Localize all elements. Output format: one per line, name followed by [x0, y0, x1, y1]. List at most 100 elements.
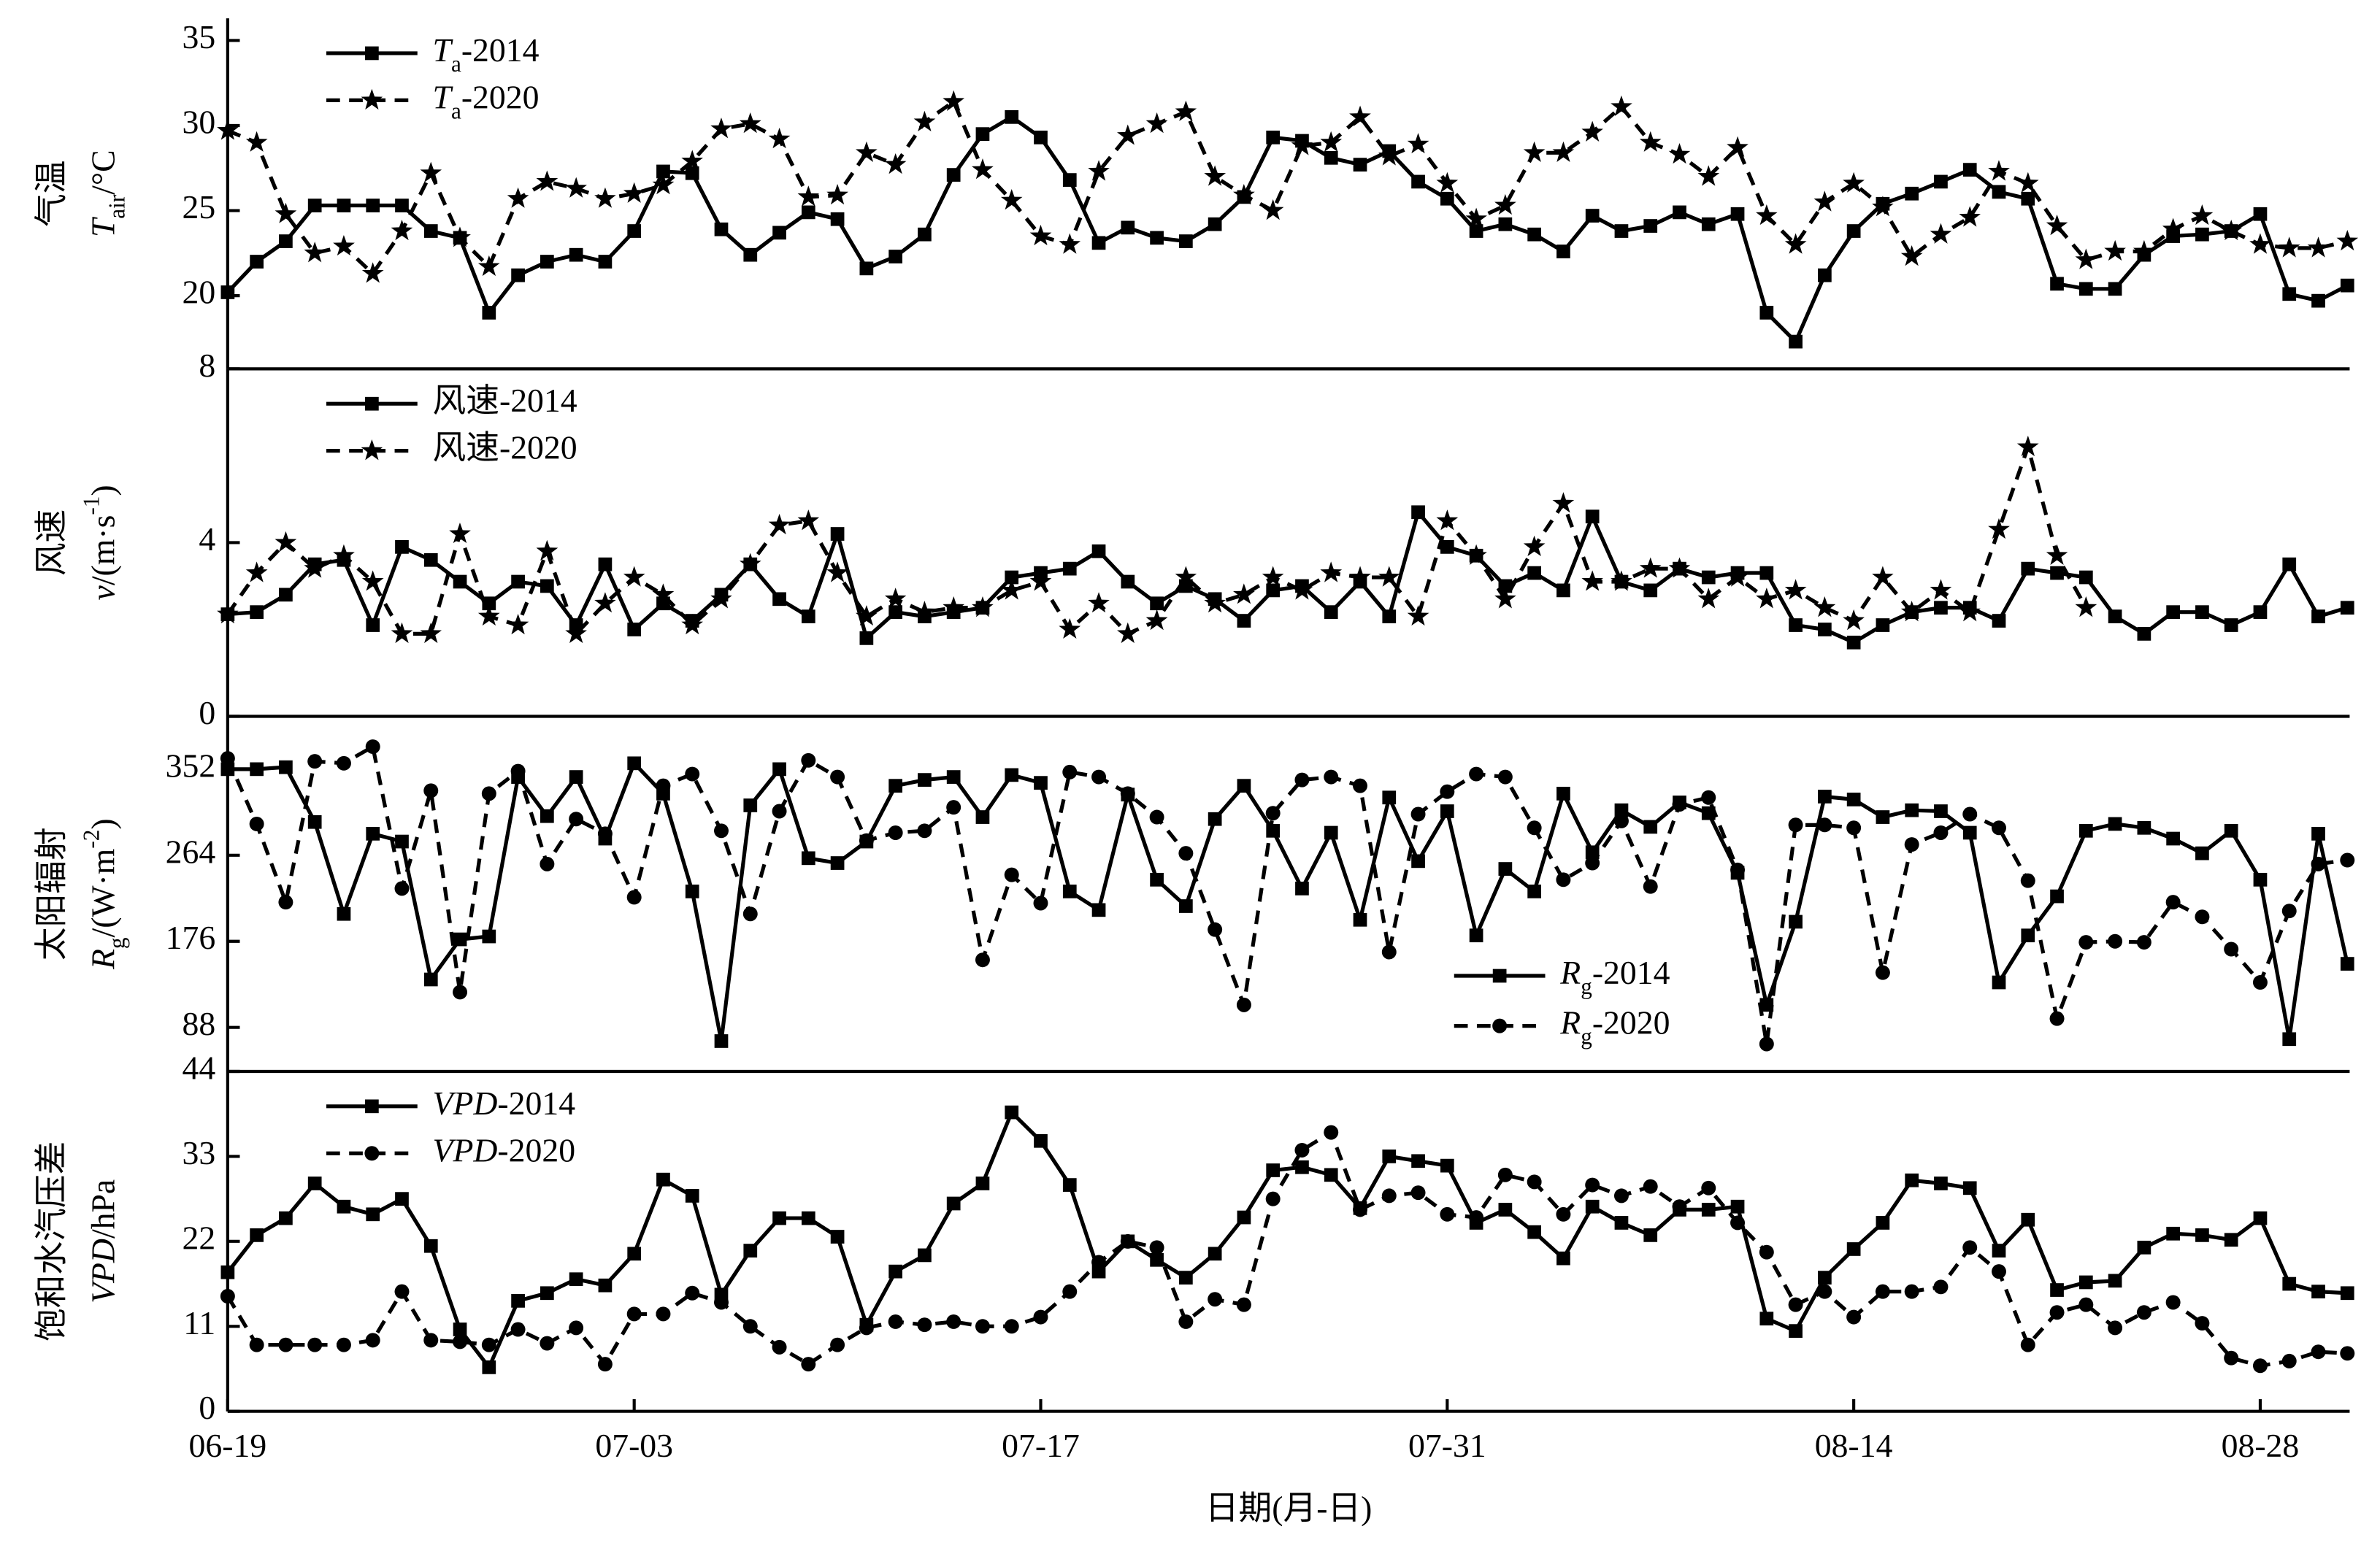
marker-square: [1295, 882, 1309, 896]
marker-square: [1818, 268, 1832, 282]
marker-circle: [1381, 1188, 1397, 1204]
marker-star: [1059, 617, 1081, 639]
marker-square: [1266, 130, 1281, 145]
marker-star: [420, 622, 442, 644]
marker-circle: [1585, 1177, 1600, 1193]
marker-circle: [1613, 813, 1629, 828]
marker-square: [2311, 293, 2325, 308]
y-tick-label: 35: [183, 18, 216, 55]
legend-marker: [361, 88, 383, 110]
y-tick-label: 352: [166, 747, 216, 784]
marker-square: [2340, 1286, 2354, 1301]
text-part: a: [451, 98, 461, 123]
marker-square: [1585, 509, 1600, 524]
marker-star: [2191, 204, 2214, 226]
marker-circle: [2020, 1337, 2035, 1352]
marker-star: [1552, 492, 1575, 513]
marker-star: [275, 531, 297, 552]
marker-star: [681, 613, 704, 635]
marker-square: [859, 261, 874, 276]
marker-star: [1000, 579, 1023, 600]
marker-square: [307, 199, 322, 212]
marker-star: [972, 158, 994, 180]
marker-star: [1930, 579, 1952, 600]
marker-star: [855, 605, 878, 626]
marker-circle: [540, 1336, 555, 1351]
text-part: R: [1559, 954, 1581, 991]
marker-square: [2253, 872, 2268, 887]
marker-star: [1900, 244, 1923, 266]
marker-square: [423, 552, 438, 567]
marker-square: [2078, 1275, 2093, 1290]
marker-star: [275, 202, 297, 223]
marker-square: [743, 1244, 758, 1258]
marker-circle: [1730, 1215, 1746, 1231]
marker-square: [1789, 1324, 1803, 1338]
marker-star: [1784, 233, 1807, 254]
marker-square: [1934, 174, 1948, 189]
marker-circle: [569, 1320, 584, 1336]
marker-circle: [569, 812, 584, 827]
marker-square: [830, 1230, 845, 1244]
marker-star: [217, 119, 239, 140]
marker-star: [1059, 233, 1081, 254]
marker-square: [395, 1192, 409, 1206]
marker-star: [1697, 165, 1720, 186]
marker-star: [1581, 120, 1603, 142]
legend-label: Rg-2020: [1559, 1004, 1670, 1049]
marker-star: [2307, 236, 2330, 258]
marker-square: [1440, 540, 1454, 554]
y-tick-label: 22: [183, 1219, 216, 1256]
marker-star: [826, 183, 848, 205]
legend-marker: [364, 1146, 380, 1161]
marker-circle: [1904, 837, 1919, 852]
marker-square: [1091, 236, 1106, 250]
marker-square: [975, 127, 990, 142]
marker-square: [2050, 889, 2064, 904]
marker-star: [2075, 596, 2097, 617]
y-axis-label: v/(m·s-1): [78, 485, 121, 600]
marker-star: [1523, 535, 1546, 556]
marker-star: [797, 509, 820, 531]
marker-star: [1029, 570, 1052, 591]
marker-square: [1585, 1199, 1600, 1214]
marker-star: [1349, 566, 1371, 587]
text-part: T: [433, 31, 454, 68]
marker-square: [627, 756, 642, 771]
marker-star: [449, 522, 471, 544]
legend-label: VPD-2014: [433, 1084, 576, 1121]
marker-square: [1759, 1312, 1774, 1326]
marker-star: [1988, 160, 2010, 181]
marker-circle: [1992, 1264, 2006, 1279]
legend-label: VPD-2020: [433, 1131, 576, 1168]
marker-star: [1843, 172, 1865, 193]
marker-square: [2224, 823, 2238, 838]
legend-label: 风速-2020: [433, 428, 577, 466]
marker-square: [1614, 1216, 1629, 1230]
marker-square: [482, 1360, 496, 1374]
marker-star: [565, 177, 587, 198]
marker-circle: [1440, 784, 1455, 799]
marker-star: [1959, 601, 1981, 622]
marker-circle: [830, 1337, 845, 1352]
marker-star: [768, 513, 791, 535]
marker-square: [627, 623, 642, 636]
marker-square: [1818, 1271, 1832, 1285]
legend-label: 风速-2014: [433, 382, 577, 419]
marker-square: [337, 906, 351, 921]
marker-square: [2166, 831, 2180, 846]
marker-star: [1088, 160, 1110, 181]
marker-square: [918, 773, 932, 787]
marker-star: [1436, 172, 1459, 193]
marker-square: [1121, 220, 1135, 235]
marker-square: [1353, 158, 1367, 172]
marker-square: [1527, 566, 1541, 580]
marker-square: [1789, 618, 1803, 632]
marker-circle: [714, 1295, 729, 1310]
marker-circle: [2252, 975, 2268, 990]
marker-square: [1005, 1105, 1019, 1120]
marker-square: [1556, 583, 1570, 598]
marker-circle: [1613, 1188, 1629, 1204]
marker-square: [569, 1272, 583, 1287]
marker-circle: [249, 1337, 264, 1352]
